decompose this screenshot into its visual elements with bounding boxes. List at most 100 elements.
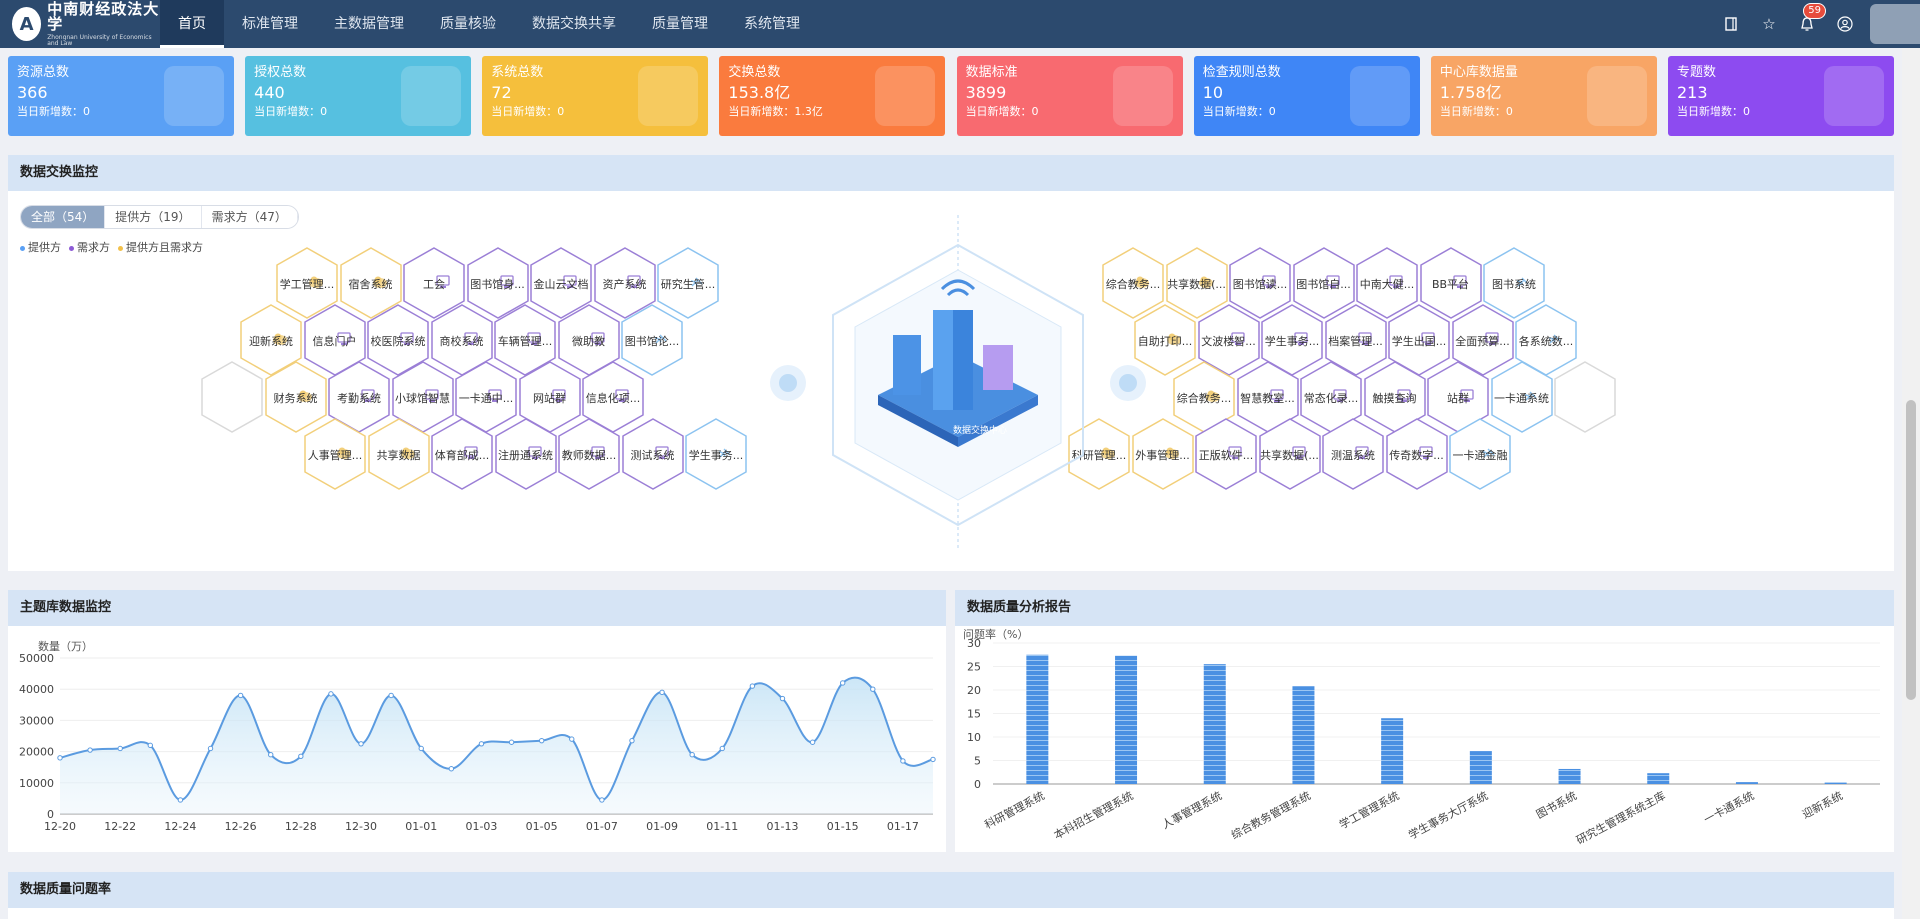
system-hex[interactable]: 注册通系统: [494, 418, 557, 490]
system-hex[interactable]: 自助打印...: [1134, 304, 1196, 376]
system-hex[interactable]: 一卡通金融: [1449, 418, 1511, 490]
line-point[interactable]: [809, 739, 816, 745]
system-hex[interactable]: 车辆管理...: [494, 304, 556, 376]
system-hex[interactable]: 测试系统: [621, 418, 684, 490]
exchange-tab-2[interactable]: 需求方（47）: [201, 206, 298, 228]
bar-mark[interactable]: [1026, 654, 1049, 784]
nav-item-1[interactable]: 标准管理: [242, 16, 298, 32]
line-point[interactable]: [749, 683, 756, 689]
system-hex[interactable]: 商校系统: [430, 304, 493, 376]
system-hex[interactable]: 图书馆读...: [1229, 247, 1291, 319]
bar-mark[interactable]: [1292, 686, 1315, 784]
system-hex[interactable]: 信息化项...: [582, 361, 644, 433]
line-point[interactable]: [839, 680, 846, 686]
bar-mark[interactable]: [1469, 751, 1492, 784]
bar-mark[interactable]: [1824, 782, 1847, 784]
line-point[interactable]: [268, 752, 274, 758]
system-hex[interactable]: 一卡通系统: [1490, 361, 1553, 433]
line-point[interactable]: [569, 736, 575, 742]
system-hex[interactable]: 中南大健...: [1356, 247, 1418, 319]
system-hex[interactable]: BB平台: [1419, 247, 1482, 319]
bar-mark[interactable]: [1647, 773, 1670, 784]
line-point[interactable]: [599, 797, 605, 803]
exchange-tab-0[interactable]: 全部（54）: [21, 206, 106, 228]
line-point[interactable]: [147, 742, 154, 749]
system-hex[interactable]: 图书馆自...: [1292, 247, 1355, 319]
stat-card-2[interactable]: 系统总数 72 当日新增数：0: [482, 56, 709, 136]
system-hex[interactable]: 文波楼智...: [1197, 304, 1260, 376]
avatar[interactable]: [1870, 4, 1920, 44]
page-scrollbar[interactable]: [1902, 48, 1920, 919]
system-hex[interactable]: 档案管理...: [1324, 304, 1387, 376]
system-hex[interactable]: 综合教务...: [1102, 247, 1164, 319]
line-point[interactable]: [508, 739, 515, 745]
system-hex[interactable]: 常态化录...: [1300, 361, 1362, 433]
system-hex[interactable]: 共享数据(...: [1258, 418, 1321, 490]
system-hex[interactable]: 学生事务...: [685, 418, 747, 490]
stat-card-4[interactable]: 数据标准 3899 当日新增数：0: [956, 56, 1183, 136]
system-hex[interactable]: 智慧教室...: [1236, 361, 1299, 433]
line-point[interactable]: [207, 745, 214, 752]
system-hex[interactable]: 图书馆论...: [621, 304, 683, 376]
stat-card-3[interactable]: 交换总数 153.8亿 当日新增数：1.3亿: [719, 56, 946, 136]
university-logo[interactable]: A 中南财经政法大学 Zhongnan University of Econom…: [0, 0, 160, 48]
book-icon[interactable]: [1712, 0, 1750, 48]
line-point[interactable]: [930, 756, 936, 763]
stat-card-7[interactable]: 专题数 213 当日新增数：0: [1667, 56, 1894, 136]
nav-item-2[interactable]: 主数据管理: [334, 16, 404, 32]
system-hex[interactable]: 金山云文档: [530, 247, 592, 319]
system-hex[interactable]: 财务系统: [264, 361, 327, 433]
line-point[interactable]: [900, 758, 906, 764]
nav-item-0[interactable]: 首页: [160, 0, 224, 48]
stat-card-5[interactable]: 检查规则总数 10 当日新增数：0: [1193, 56, 1420, 136]
system-hex[interactable]: 共享数据(...: [1165, 247, 1228, 319]
bar-mark[interactable]: [1558, 768, 1581, 784]
bar-mark[interactable]: [1115, 655, 1138, 784]
line-point[interactable]: [87, 747, 93, 753]
nav-item-5[interactable]: 质量管理: [652, 16, 708, 32]
system-hex[interactable]: 图书系统: [1483, 247, 1545, 319]
system-hex[interactable]: 微助教: [557, 304, 620, 376]
line-point[interactable]: [418, 745, 424, 752]
line-point[interactable]: [57, 755, 63, 761]
stat-card-6[interactable]: 中心库数据量 1.758亿 当日新增数：0: [1430, 56, 1657, 136]
line-point[interactable]: [298, 753, 304, 759]
line-point[interactable]: [448, 766, 455, 772]
line-point[interactable]: [388, 692, 394, 699]
line-point[interactable]: [659, 689, 665, 696]
bar-mark[interactable]: [1381, 718, 1404, 784]
system-hex[interactable]: 教师数据...: [558, 418, 620, 490]
bar-mark[interactable]: [1203, 664, 1226, 784]
bell-icon[interactable]: 59: [1788, 0, 1826, 48]
system-hex[interactable]: 外事管理...: [1131, 418, 1194, 490]
system-hex[interactable]: 图书馆身...: [466, 247, 529, 319]
system-hex[interactable]: 学生事务...: [1261, 304, 1323, 376]
line-point[interactable]: [719, 745, 725, 752]
system-hex[interactable]: 共享数据: [367, 418, 430, 490]
system-hex[interactable]: 信息门户: [303, 304, 366, 376]
nav-item-3[interactable]: 质量核验: [440, 16, 496, 32]
system-hex[interactable]: 各系统数...: [1515, 304, 1577, 376]
system-hex[interactable]: 体育部成...: [431, 418, 493, 490]
system-hex[interactable]: 测温系统: [1322, 418, 1384, 490]
system-hex[interactable]: 迎新系统: [240, 304, 302, 376]
line-point[interactable]: [328, 691, 334, 697]
line-point[interactable]: [870, 686, 876, 692]
system-hex[interactable]: 网站群: [518, 361, 581, 433]
system-hex[interactable]: 触摸查询: [1363, 361, 1426, 433]
system-hex[interactable]: 科研管理...: [1068, 418, 1130, 490]
system-hex[interactable]: 一卡通中...: [455, 361, 517, 433]
line-point[interactable]: [779, 695, 786, 702]
line-point[interactable]: [177, 797, 184, 803]
system-hex[interactable]: 正版软件...: [1195, 418, 1257, 490]
system-hex[interactable]: 学生出国...: [1388, 304, 1450, 376]
star-icon[interactable]: ☆: [1762, 15, 1776, 33]
system-hex[interactable]: 宿舍系统: [339, 247, 402, 319]
line-point[interactable]: [358, 741, 364, 747]
system-hex[interactable]: 校医院系统: [367, 304, 429, 376]
exchange-tab-1[interactable]: 提供方（19）: [105, 206, 202, 228]
scrollbar-thumb[interactable]: [1906, 400, 1916, 700]
nav-item-4[interactable]: 数据交换共享: [532, 16, 616, 32]
stat-card-0[interactable]: 资源总数 366 当日新增数：0: [8, 56, 234, 136]
system-hex[interactable]: 传奇数字...: [1385, 418, 1448, 490]
